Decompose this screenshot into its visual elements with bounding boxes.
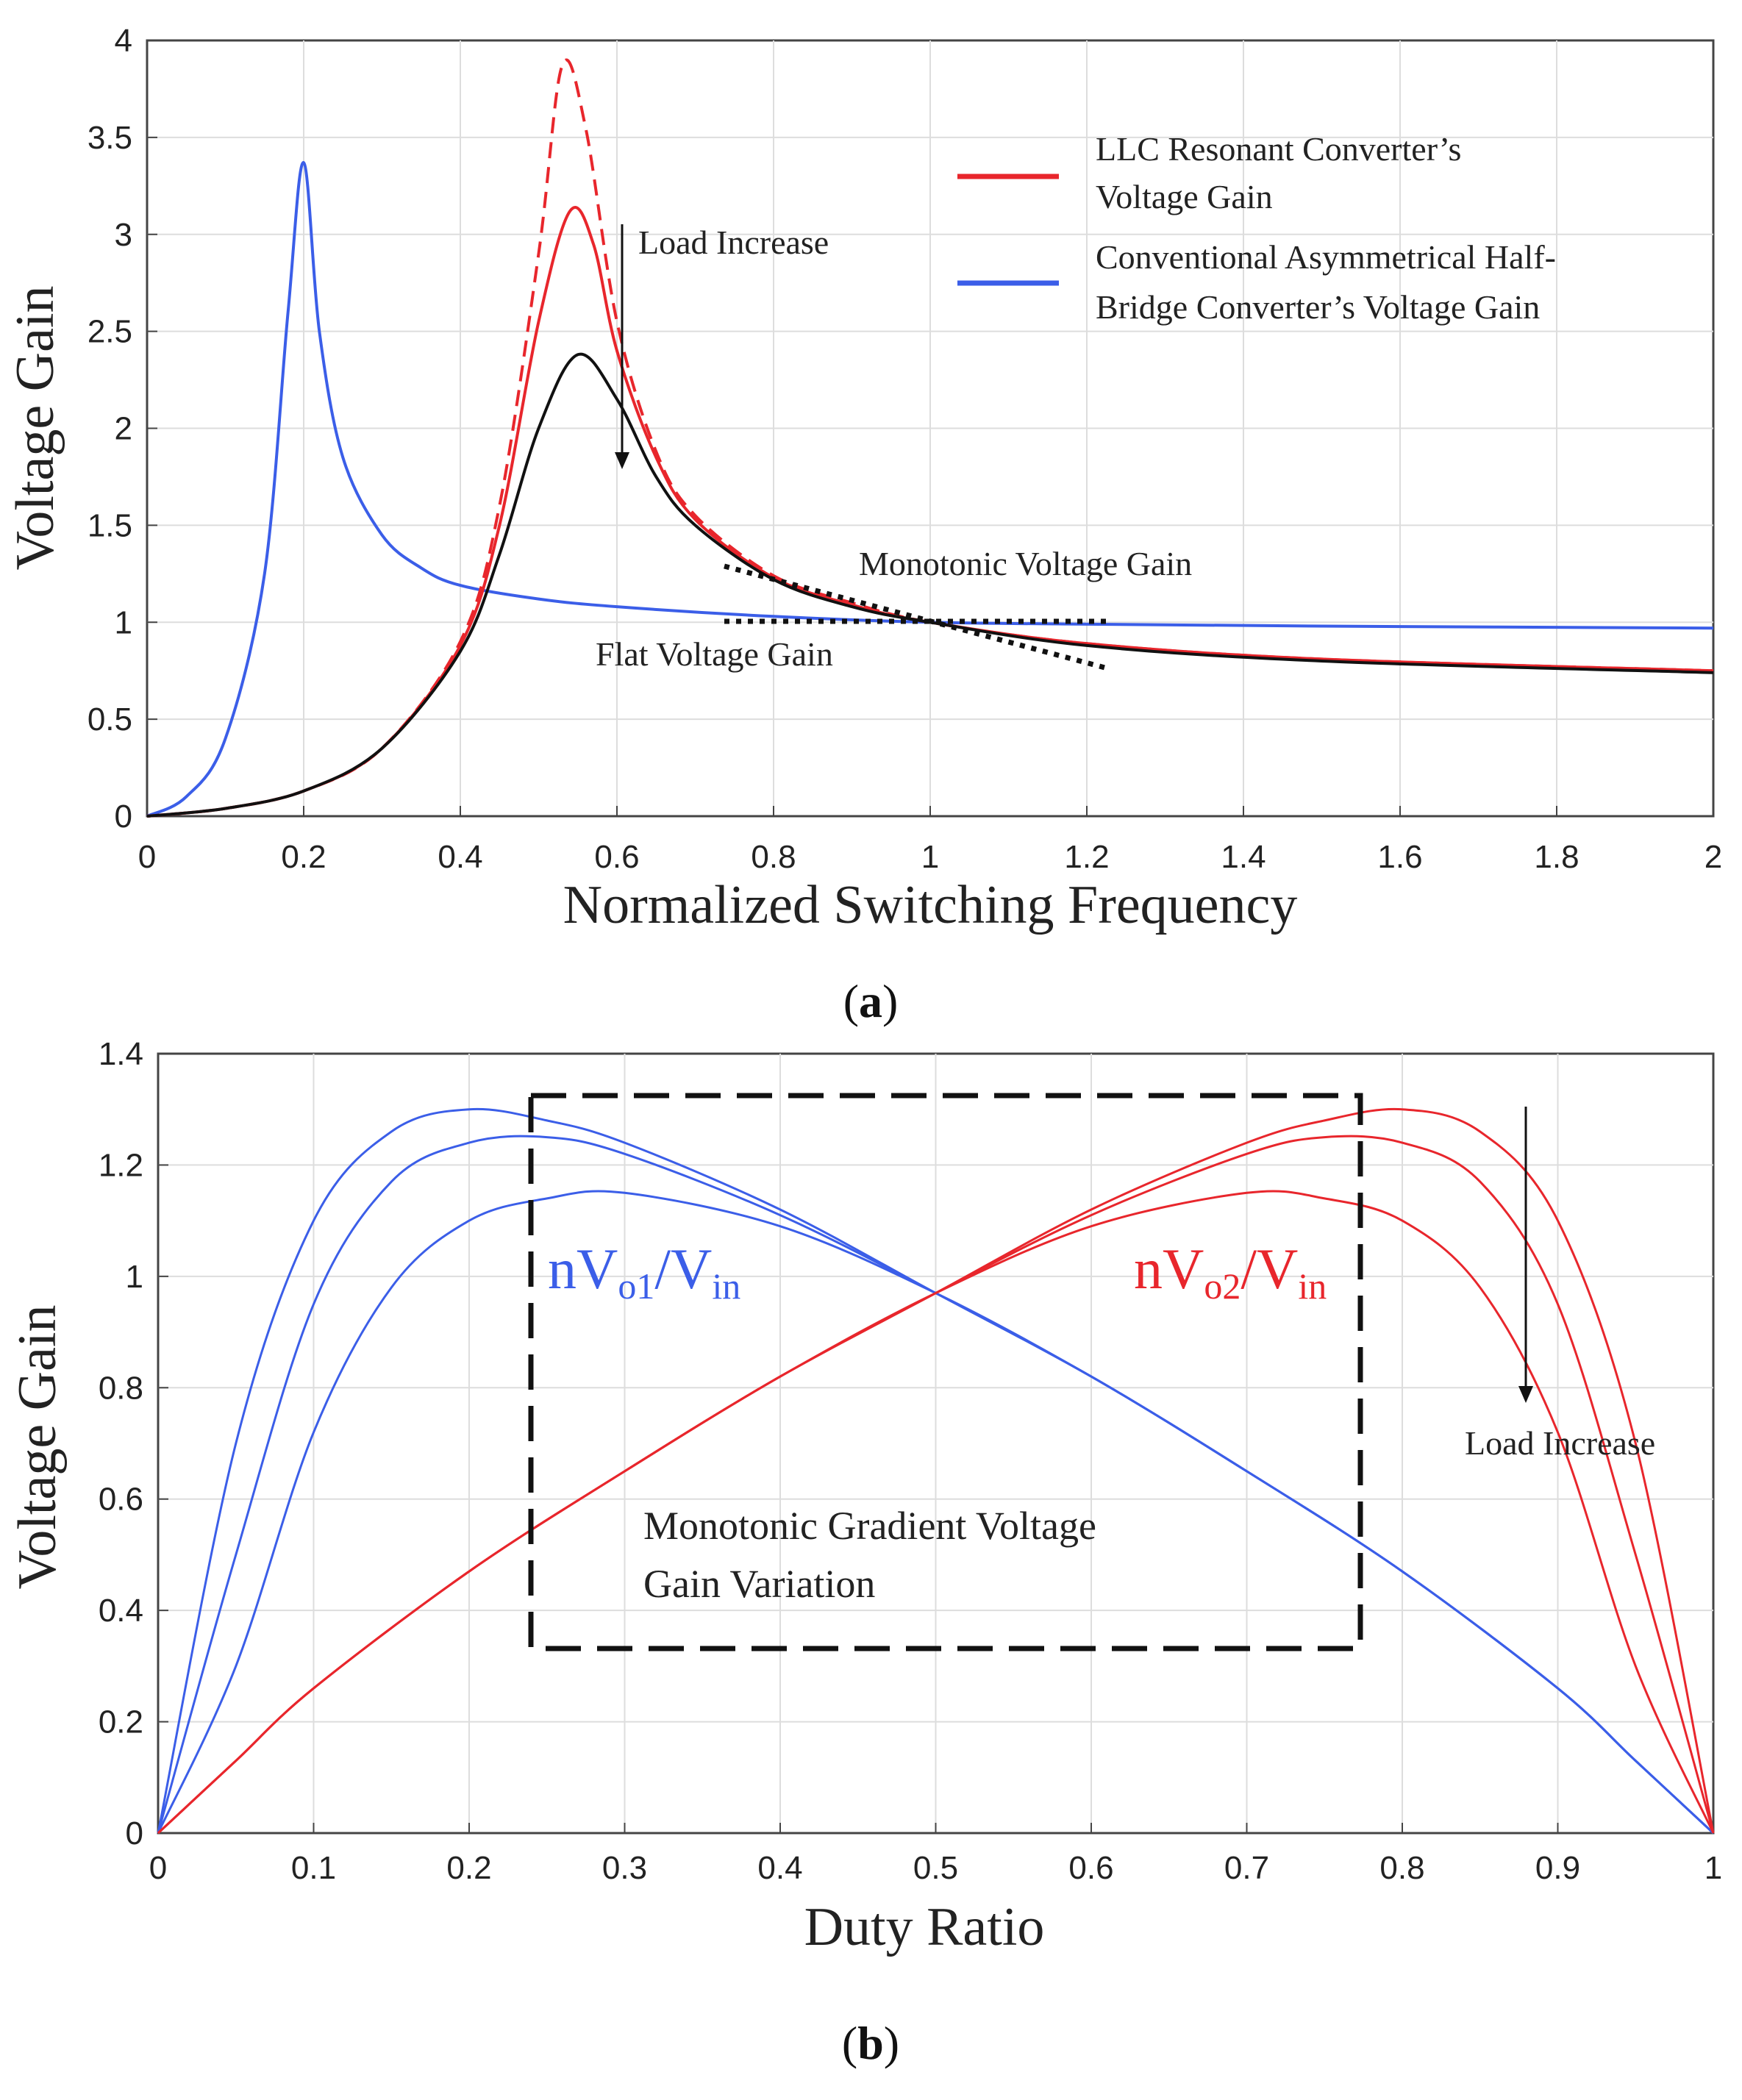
legend-label-ahb-line2: Bridge Converter’s Voltage Gain	[1096, 288, 1540, 326]
series-b	[157, 1107, 1715, 1835]
x-axis-title-b: Duty Ratio	[804, 1897, 1045, 1957]
caption-letter-a: a	[859, 975, 882, 1027]
y-tick-label: 0.6	[99, 1482, 143, 1518]
nvo1-label-tail: /V	[654, 1237, 712, 1301]
y-tick-label: 1.5	[88, 507, 132, 543]
x-tick-label: 0.6	[594, 839, 639, 875]
y-tick-label: 0.8	[99, 1370, 143, 1406]
x-tick-label: 0	[149, 1850, 167, 1886]
x-tick-label: 0.7	[1224, 1850, 1269, 1886]
series-line-b-5	[157, 1190, 1715, 1835]
ticks-b: 0 0.1 0.2 0.3 0.4 0.5 0.6 0.7 0.8 0.9 1 0 0.2 0.4 0.6 0…	[99, 1036, 1722, 1886]
y-tick-label: 0.4	[99, 1593, 143, 1629]
y-tick-label: 0	[115, 799, 132, 835]
y-tick-label: 3	[115, 217, 132, 253]
caption-letter-b: b	[857, 2017, 884, 2069]
x-tick-label: 0.3	[602, 1850, 647, 1886]
x-tick-label: 1	[921, 839, 939, 875]
load-increase-label-b: Load Increase	[1465, 1424, 1655, 1462]
ticks-a: 0 0.2 0.4 0.6 0.8 1 1.2 1.4 1.6 1.8 2 0 0.5 1 1.5 2 2.5 3…	[88, 23, 1722, 875]
load-increase-arrowhead-b	[1518, 1386, 1533, 1403]
y-axis-title-b: Voltage Gain	[7, 1304, 68, 1589]
series-a	[146, 58, 1714, 818]
x-tick-label: 0.8	[1379, 1850, 1424, 1886]
x-tick-label: 0.6	[1068, 1850, 1113, 1886]
nvo2-label-main: nV	[1134, 1237, 1204, 1301]
load-increase-arrowhead-a	[615, 452, 629, 469]
y-axis-title-a: Voltage Gain	[5, 285, 65, 570]
x-tick-label: 0	[138, 839, 156, 875]
nvo1-label: nVo1/Vin	[548, 1237, 740, 1307]
load-increase-label-a: Load Increase	[638, 224, 829, 261]
x-tick-label: 0.4	[757, 1850, 802, 1886]
y-tick-label: 0	[126, 1815, 143, 1851]
series-line-a-0	[146, 161, 1714, 818]
legend-a: LLC Resonant Converter’s Voltage Gain Co…	[957, 130, 1556, 326]
y-tick-label: 4	[115, 23, 132, 59]
nvo1-label-tail-sub: in	[712, 1265, 740, 1307]
nvo2-label-tail: /V	[1241, 1237, 1298, 1301]
nvo1-label-sub: o1	[618, 1265, 654, 1307]
series-line-b-2	[157, 1190, 1715, 1835]
y-tick-label: 1.4	[99, 1036, 143, 1072]
x-tick-label: 1.2	[1064, 839, 1109, 875]
y-tick-label: 1	[126, 1259, 143, 1295]
y-tick-label: 0.5	[88, 701, 132, 738]
grid-b	[158, 1054, 1713, 1833]
monotonic-region-box	[528, 1093, 1363, 1651]
nvo1-label-main: nV	[548, 1237, 618, 1301]
box-label-line1: Monotonic Gradient Voltage	[643, 1504, 1096, 1548]
x-tick-label: 2	[1704, 839, 1722, 875]
flat-gain-label: Flat Voltage Gain	[596, 635, 833, 673]
box-label-line2: Gain Variation	[643, 1562, 875, 1606]
x-tick-label: 0.2	[446, 1850, 491, 1886]
x-tick-label: 0.8	[751, 839, 796, 875]
y-tick-label: 1	[115, 604, 132, 640]
x-tick-label: 0.5	[913, 1850, 958, 1886]
chart-panel-a: 0 0.2 0.4 0.6 0.8 1 1.2 1.4 1.6 1.8 2 0 0.5 1 1.5 2 2.5 3…	[5, 23, 1722, 1027]
series-line-a-3	[146, 352, 1714, 818]
nvo2-label-sub: o2	[1204, 1265, 1241, 1307]
legend-label-ahb-line1: Conventional Asymmetrical Half-	[1096, 238, 1556, 276]
caption-a: (a)	[843, 975, 899, 1027]
y-tick-label: 2.5	[88, 314, 132, 350]
y-tick-label: 0.2	[99, 1704, 143, 1740]
nvo2-label-tail-sub: in	[1298, 1265, 1327, 1307]
monotonic-gain-label: Monotonic Voltage Gain	[859, 545, 1192, 582]
x-tick-label: 1.4	[1221, 839, 1266, 875]
x-tick-label: 0.4	[438, 839, 482, 875]
x-tick-label: 1	[1704, 1850, 1722, 1886]
x-tick-label: 0.2	[281, 839, 326, 875]
y-tick-label: 2	[115, 411, 132, 447]
monotonic-tangent-line	[724, 563, 1111, 672]
x-axis-title-a: Normalized Switching Frequency	[563, 875, 1298, 935]
chart-panel-b: 0 0.1 0.2 0.3 0.4 0.5 0.6 0.7 0.8 0.9 1 0 0.2 0.4 0.6 0…	[7, 1036, 1722, 2069]
y-tick-label: 3.5	[88, 120, 132, 156]
x-tick-label: 0.9	[1535, 1850, 1580, 1886]
legend-label-llc-line1: LLC Resonant Converter’s	[1096, 130, 1461, 168]
x-tick-label: 0.1	[291, 1850, 336, 1886]
nvo2-label: nVo2/Vin	[1134, 1237, 1327, 1307]
y-tick-label: 1.2	[99, 1147, 143, 1183]
x-tick-label: 1.8	[1534, 839, 1579, 875]
x-tick-label: 1.6	[1377, 839, 1422, 875]
legend-label-llc-line2: Voltage Gain	[1096, 178, 1273, 215]
caption-b: (b)	[842, 2017, 899, 2069]
